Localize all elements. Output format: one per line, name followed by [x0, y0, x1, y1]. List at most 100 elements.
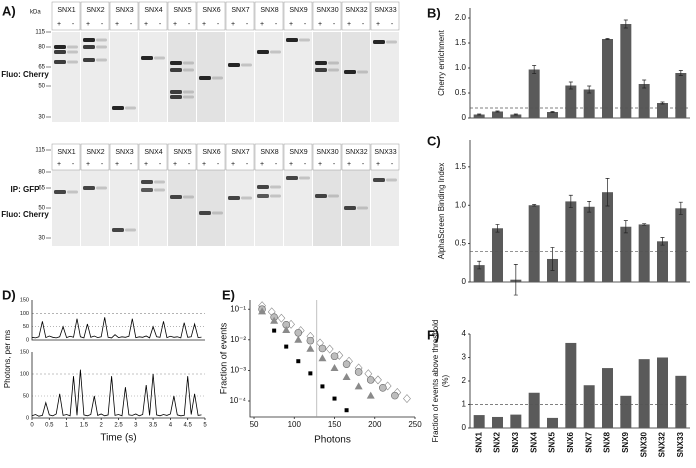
error-bar: [513, 263, 518, 296]
y-axis-label: Fraction of events: [218, 322, 228, 394]
point: [294, 335, 303, 343]
bar: [620, 226, 632, 282]
bar: [583, 89, 595, 118]
lane-sign: -: [101, 21, 104, 28]
point: [366, 376, 375, 384]
point: [258, 307, 267, 315]
bar: [657, 103, 668, 118]
lane-header: [138, 1, 168, 31]
y-tick-label: 1.0: [455, 200, 467, 209]
blot-band: [328, 68, 339, 72]
lane-sign: +: [376, 21, 380, 28]
y-axis-label: (%): [441, 374, 450, 387]
lane-sign: -: [304, 161, 307, 168]
bar: [620, 24, 632, 118]
lane-header: [254, 143, 284, 171]
blot-band: [241, 63, 252, 67]
blot-band: [170, 195, 182, 199]
x-tick-label: 0: [30, 423, 34, 429]
lane-name: SNX33: [374, 7, 396, 14]
blot-lane: [284, 32, 312, 122]
lane-header: [167, 143, 197, 171]
bar: [583, 206, 595, 282]
lane-name: SNX6: [202, 149, 220, 156]
error-bar: [495, 110, 500, 113]
lane-header: [341, 143, 371, 171]
point: [296, 359, 301, 364]
blot-band: [112, 228, 124, 232]
blot-band: [67, 190, 78, 194]
lane-sign: +: [57, 161, 61, 168]
lane-name: SNX5: [173, 149, 191, 156]
blot-lane: [226, 170, 254, 246]
x-tick-label: 100: [288, 420, 302, 429]
lane-name: SNX4: [144, 7, 162, 14]
lane-sign: -: [130, 161, 133, 168]
blot-band: [257, 185, 269, 189]
blot-band: [183, 95, 194, 99]
lane-header: [51, 1, 81, 31]
kda-marker: 65: [38, 65, 45, 71]
x-tick-label: 2.5: [114, 423, 123, 429]
y-tick-label: 10⁻²: [230, 335, 246, 344]
kda-marker: 115: [35, 30, 45, 36]
blot-band: [54, 45, 66, 49]
error-bar: [605, 178, 610, 207]
error-bar: [660, 237, 665, 246]
blot-band: [170, 95, 182, 99]
blot-band: [241, 196, 252, 200]
blot-band: [299, 176, 310, 180]
blot-band: [386, 40, 397, 44]
lane-header: [80, 1, 110, 31]
y-axis-label: Photons, per ms: [3, 330, 12, 388]
lane-sign: +: [173, 21, 177, 28]
panel-label: C): [427, 133, 441, 148]
point: [344, 408, 349, 413]
y-tick-label: 150: [20, 349, 29, 355]
lane-sign: +: [86, 21, 90, 28]
panel-label: E): [222, 287, 235, 302]
lane-name: SNX5: [173, 7, 191, 14]
lane-name: SNX4: [144, 149, 162, 156]
lane-name: SNX30: [316, 7, 338, 14]
x-tick-label: 3: [134, 423, 138, 429]
lane-header: [225, 1, 255, 31]
panel-label: A): [2, 3, 16, 18]
point: [330, 363, 339, 371]
kda-marker: 80: [38, 170, 45, 176]
lane-sign: +: [260, 161, 264, 168]
lane-sign: +: [115, 161, 119, 168]
blot-band: [357, 70, 368, 74]
bar: [675, 208, 687, 282]
bar: [510, 414, 522, 428]
lane-sign: -: [246, 21, 249, 28]
error-bar: [477, 260, 482, 270]
axis: [469, 334, 690, 429]
blot-band: [315, 61, 327, 65]
lane-sign: +: [260, 21, 264, 28]
axis: [31, 352, 205, 419]
point: [318, 354, 327, 362]
lane-header: [370, 143, 400, 171]
error-bar: [532, 204, 537, 207]
blot-band: [199, 211, 211, 215]
x-tick-label: SNX32: [658, 431, 667, 457]
point: [284, 344, 289, 349]
point: [330, 352, 339, 361]
blot-band: [228, 196, 240, 200]
point: [318, 344, 327, 353]
bar: [565, 85, 577, 118]
y-tick-label: 100: [20, 371, 29, 377]
error-bar: [605, 38, 610, 40]
lane-header: [196, 143, 226, 171]
y-tick-label: 0: [462, 113, 467, 122]
lane-header: [167, 1, 197, 31]
blot-band: [141, 180, 153, 184]
lane-sign: +: [173, 161, 177, 168]
blot-lane: [371, 32, 399, 122]
bar: [675, 375, 687, 428]
blot-band: [141, 188, 153, 192]
axis: [249, 300, 415, 418]
lane-sign: +: [231, 161, 235, 168]
